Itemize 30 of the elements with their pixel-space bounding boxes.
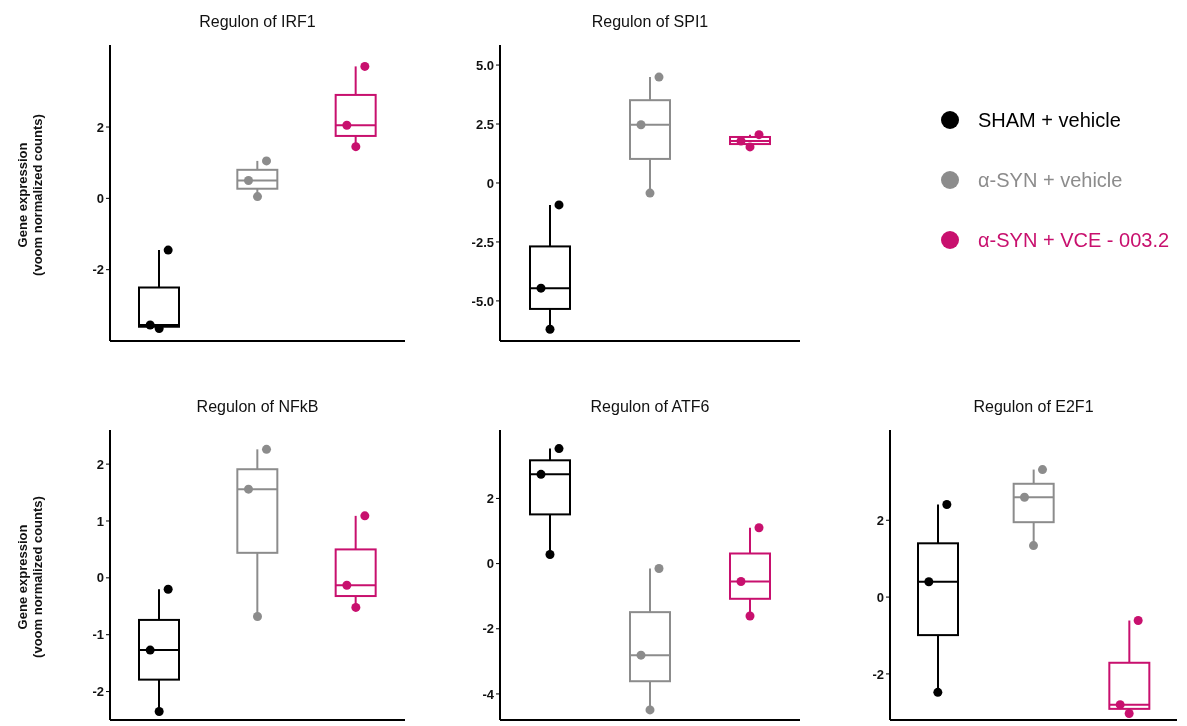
- y-tick-label: 1: [96, 513, 104, 529]
- legend-label: SHAM + vehicle: [978, 108, 1121, 132]
- y-tick-label: 0: [486, 175, 494, 191]
- y-tick-label: -2: [92, 262, 104, 278]
- y-tick-label: -5.0: [471, 293, 494, 309]
- y-tick-label: -2: [482, 621, 494, 637]
- y-tick-label: 2: [96, 456, 104, 472]
- chart-title: Regulon of IRF1: [198, 13, 317, 31]
- y-tick-label: -1: [92, 627, 104, 643]
- y-tick-label: -2: [92, 684, 104, 700]
- y-tick-label: 2: [486, 491, 494, 507]
- y-tick-label: -2.5: [471, 234, 494, 250]
- y-tick-label: 0: [96, 570, 104, 586]
- y-axis-title: Gene expression (voom normalized counts): [15, 114, 45, 276]
- y-tick-label: -2: [872, 666, 884, 682]
- y-tick-label: 2: [876, 512, 884, 528]
- y-tick-label: 0: [96, 190, 104, 206]
- y-tick-label: 5.0: [475, 57, 494, 73]
- legend-label: α-SYN + VCE - 003.2: [978, 228, 1170, 252]
- y-tick-label: 2: [96, 119, 104, 135]
- chart-title: Regulon of ATF6: [589, 398, 711, 416]
- y-tick-label: 0: [876, 589, 884, 605]
- y-tick-label: -4: [482, 686, 495, 702]
- y-tick-label: 2.5: [475, 116, 494, 132]
- chart-title: Regulon of NFkB: [195, 398, 320, 416]
- chart-title: Regulon of E2F1: [972, 398, 1095, 416]
- y-tick-label: 0: [486, 556, 494, 572]
- legend-label: α-SYN + vehicle: [978, 168, 1123, 192]
- y-axis-title: Gene expression (voom normalized counts): [15, 496, 45, 658]
- chart-title: Regulon of SPI1: [590, 13, 710, 31]
